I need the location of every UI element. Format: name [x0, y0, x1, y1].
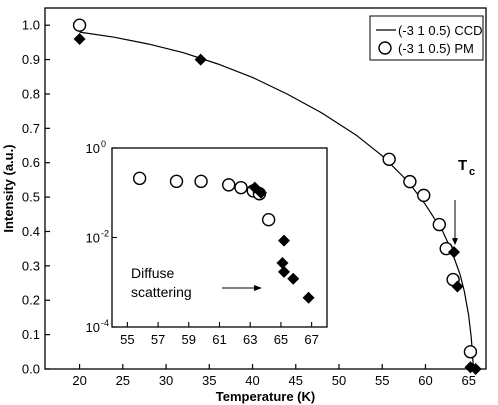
- inset-x-tick-label: 57: [151, 332, 165, 347]
- y-tick-label: 0.5: [22, 190, 40, 205]
- y-axis-title: Intensity (a.u.): [1, 144, 16, 232]
- inset-ccd-data-point: [254, 186, 267, 199]
- inset-x-tick-label: 61: [212, 332, 226, 347]
- y-tick-label: 0.2: [22, 293, 40, 308]
- x-tick-label: 20: [72, 373, 86, 388]
- inset-y-tick-exponent: -4: [101, 318, 109, 328]
- inset-pm-data-point: [261, 212, 276, 227]
- diffuse-label-line1: Diffuse: [131, 265, 175, 281]
- y-tick-label: 0.6: [22, 155, 40, 170]
- inset-ccd-data-point: [276, 256, 289, 269]
- y-tick-label: 0.1: [22, 327, 40, 342]
- y-tick-label: 0.8: [22, 86, 40, 101]
- x-tick-label: 55: [375, 373, 389, 388]
- legend-circle-swatch: [378, 41, 392, 55]
- tc-label: T: [458, 157, 467, 174]
- inset-ccd-data-point: [278, 265, 290, 278]
- inset-x-tick-label: 67: [304, 332, 318, 347]
- inset-pm-data-point: [169, 174, 184, 189]
- inset-x-tick-label: 55: [120, 332, 134, 347]
- inset-y-tick-label: 10: [86, 231, 100, 246]
- inset-ccd-data-point: [287, 272, 300, 285]
- diffuse-label-line2: scattering: [131, 284, 192, 300]
- inset-ccd-data-point: [278, 234, 290, 247]
- x-tick-label: 60: [418, 373, 432, 388]
- tc-arrow-head: [452, 238, 459, 246]
- inset-y-tick-label: 10: [86, 320, 100, 335]
- inset-pm-data-point: [234, 180, 248, 195]
- y-tick-label: 0.0: [22, 362, 40, 377]
- legend-label-ccd: (-3 1 0.5) CCD: [398, 23, 483, 38]
- ccd-data-point: [448, 246, 461, 259]
- pm-data-point: [417, 188, 431, 203]
- y-tick-label: 0.7: [22, 121, 40, 136]
- y-tick-label: 1.0: [22, 18, 40, 33]
- diffuse-arrow-head: [254, 285, 262, 291]
- inset-ccd-data-point: [248, 181, 261, 194]
- ccd-data-point: [73, 32, 86, 45]
- pm-data-point: [463, 345, 478, 359]
- inset-pm-data-point: [194, 174, 208, 189]
- pm-data-point: [382, 152, 396, 166]
- x-axis-title: Temperature (K): [216, 389, 315, 404]
- inset-pm-data-point: [222, 178, 236, 192]
- x-tick-label: 50: [332, 373, 346, 388]
- x-tick-label: 40: [245, 373, 259, 388]
- ccd-data-point: [451, 280, 464, 293]
- y-tick-label: 0.4: [22, 224, 40, 239]
- legend: (-3 1 0.5) CCD (-3 1 0.5) PM: [369, 15, 484, 61]
- inset-y-tick-exponent: -2: [101, 229, 109, 239]
- x-tick-label: 25: [116, 373, 130, 388]
- pm-data-point: [403, 174, 417, 189]
- ccd-fit-line: [79, 31, 475, 370]
- main-plot-frame: [44, 7, 487, 370]
- ccd-data-point: [194, 53, 207, 66]
- x-tick-label: 45: [289, 373, 303, 388]
- y-tick-label: 0.9: [22, 52, 40, 67]
- inset-x-tick-label: 65: [274, 332, 288, 347]
- inset-background: [70, 141, 341, 357]
- inset-y-tick-exponent: 0: [101, 139, 106, 149]
- pm-data-point: [432, 217, 447, 232]
- inset-x-tick-label: 63: [243, 332, 257, 347]
- inset-pm-data-point: [132, 171, 147, 186]
- ccd-data-point: [469, 363, 482, 375]
- legend-label-pm: (-3 1 0.5) PM: [398, 41, 474, 56]
- x-tick-label: 35: [202, 373, 216, 388]
- main-plot: 20 25 30 35 40 45 50 55 60 65 0.0 0.1 0.2 0.3 0.4 0.5 0.…: [1, 7, 487, 404]
- x-tick-label: 30: [159, 373, 173, 388]
- y-tick-label: 0.3: [22, 258, 40, 273]
- pm-data-point: [72, 18, 87, 32]
- inset-y-tick-label: 10: [86, 141, 100, 156]
- inset-x-tick-label: 59: [182, 332, 196, 347]
- tc-subscript: c: [469, 166, 475, 178]
- x-tick-label: 65: [461, 373, 475, 388]
- inset-ccd-data-point: [302, 291, 315, 304]
